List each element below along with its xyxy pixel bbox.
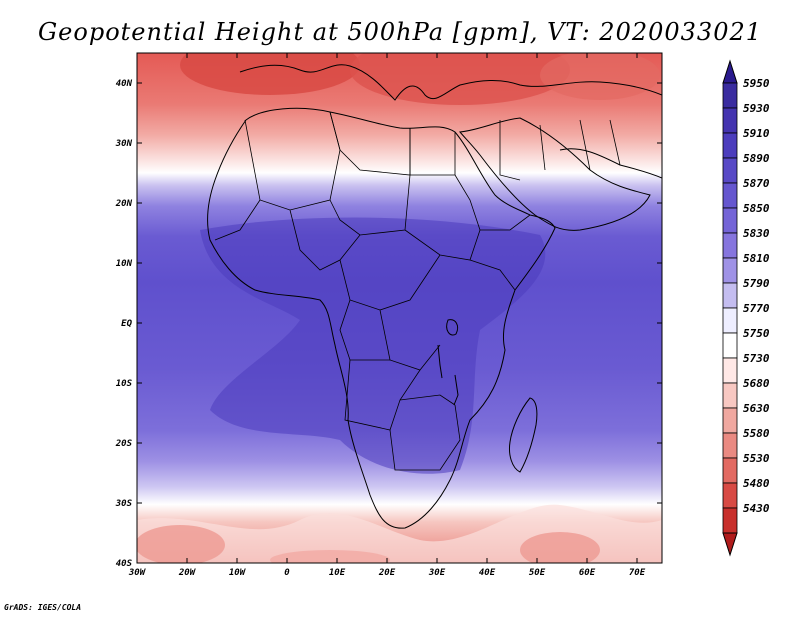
colorbar-bin	[722, 457, 738, 484]
colorbar-level-label: 5790	[743, 277, 770, 290]
lon-tick-label: 30W	[128, 568, 147, 578]
colorbar-bin	[722, 232, 738, 259]
lake-tanganyika	[437, 344, 443, 379]
lon-tick-label: 0	[284, 568, 290, 578]
colorbar-level-label: 5630	[743, 402, 770, 415]
colorbar-bin	[722, 132, 738, 159]
colorbar-bin	[722, 482, 738, 509]
colorbar-level-label: 5870	[743, 177, 770, 190]
lat-tick-label: 30S	[115, 499, 133, 509]
colorbar-level-label: 5890	[743, 152, 770, 165]
lon-tick-label: 60E	[579, 568, 596, 578]
coastlines	[207, 64, 662, 529]
lake-victoria	[446, 319, 459, 336]
lat-tick-label: 40N	[116, 79, 133, 89]
colorbar-bin	[722, 257, 738, 284]
colorbar-bin	[722, 432, 738, 459]
lat-tick-label: 10N	[116, 259, 133, 269]
colorbar-bin	[722, 507, 738, 534]
colorbar-bin	[722, 157, 738, 184]
lon-tick-label: 10E	[329, 568, 346, 578]
footer-credit: GrADS: IGES/COLA	[4, 603, 82, 612]
lat-tick-label: 10S	[116, 379, 133, 389]
colorbar-level-label: 5750	[743, 327, 770, 340]
lat-tick-label: 20S	[115, 439, 133, 449]
lon-tick-label: 30E	[428, 568, 446, 578]
colorbar-bin	[722, 182, 738, 209]
colorbar-top-arrow	[722, 59, 738, 84]
lat-tick-label: 30N	[115, 139, 133, 149]
colorbar-level-label: 5530	[743, 452, 770, 465]
colorbar-level-label: 5850	[743, 202, 770, 215]
colorbar-bin	[722, 82, 738, 109]
colorbar-level-label: 5910	[743, 127, 770, 140]
lon-tick-label: 70E	[629, 568, 646, 578]
colorbar-bin	[722, 332, 738, 359]
colorbar-bin	[722, 357, 738, 384]
lon-tick-label: 10W	[229, 568, 247, 578]
colorbar-level-label: 5770	[743, 302, 770, 315]
lat-tick-label: 20N	[115, 199, 133, 209]
colorbar-level-label: 5430	[743, 502, 770, 515]
colorbar-bin	[722, 407, 738, 434]
colorbar-level-label: 5480	[743, 477, 770, 490]
contour-field	[137, 53, 662, 563]
colorbar-level-label: 5730	[743, 352, 770, 365]
country-borders	[214, 111, 621, 471]
colorbar-level-label: 5950	[743, 77, 770, 90]
colorbar-level-label: 5580	[743, 427, 770, 440]
colorbar-bottom-arrow	[722, 532, 738, 557]
colorbar-bin	[722, 282, 738, 309]
lake-malawi	[453, 374, 459, 406]
lon-tick-label: 20W	[178, 568, 197, 578]
colorbar-bin	[722, 107, 738, 134]
europe-coastline	[239, 64, 662, 101]
colorbar-bin	[722, 382, 738, 409]
colorbar-level-label: 5930	[743, 102, 770, 115]
lon-tick-label: 20E	[378, 568, 396, 578]
madagascar	[509, 397, 538, 473]
colorbar-level-label: 5810	[743, 252, 770, 265]
arabia-coastline	[459, 117, 651, 231]
colorbar-level-label: 5680	[743, 377, 770, 390]
lon-tick-label: 50E	[529, 568, 546, 578]
lat-axis: 40N 30N 20N 10N EQ 10S 20S 30S 40S	[115, 79, 662, 569]
colorbar-bin	[722, 207, 738, 234]
map-title: Geopotential Height at 500hPa [gpm], VT:…	[38, 18, 762, 46]
lon-axis: 30W 20W 10W 0 10E 20E 30E 40E 50E 60E 70E	[128, 53, 646, 578]
colorbar: 5950 5930 5910 5890 5870 5850 5830 5810 5790 5770…	[722, 59, 770, 557]
lon-tick-label: 40E	[479, 568, 496, 578]
map-frame	[136, 52, 663, 564]
colorbar-bin	[722, 307, 738, 334]
colorbar-level-label: 5830	[743, 227, 770, 240]
lat-tick-label: 40S	[116, 559, 133, 569]
lat-tick-label: EQ	[121, 319, 132, 329]
